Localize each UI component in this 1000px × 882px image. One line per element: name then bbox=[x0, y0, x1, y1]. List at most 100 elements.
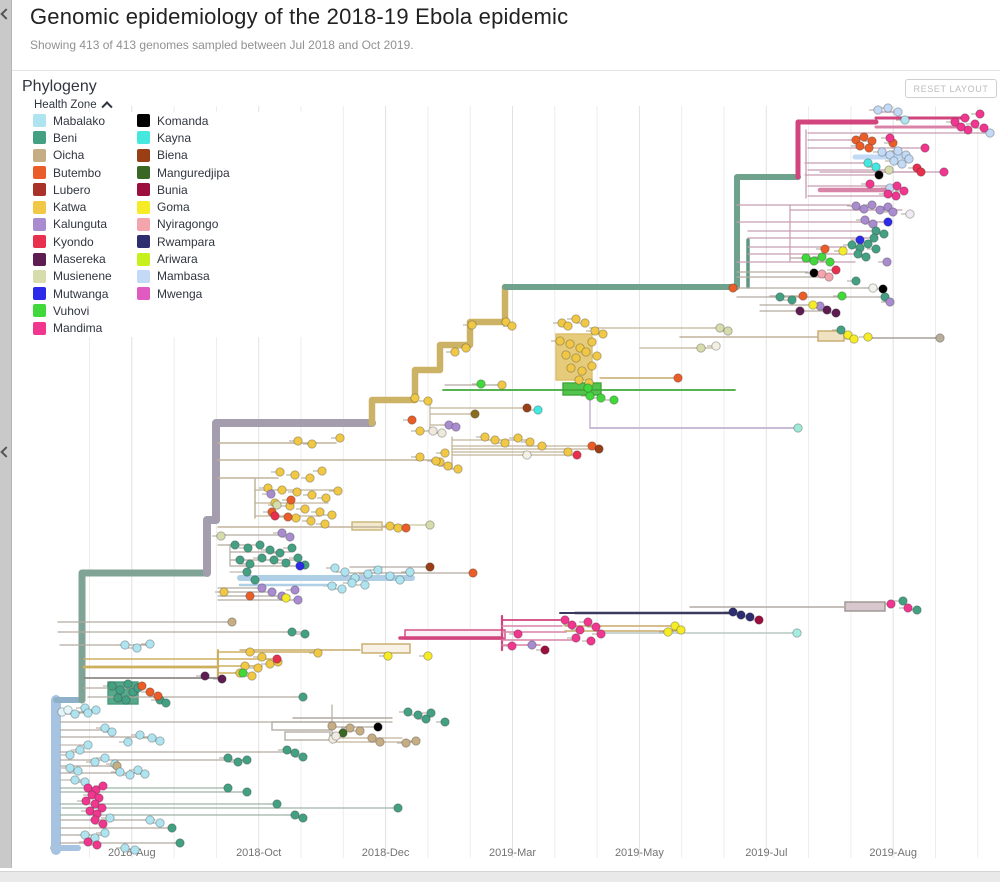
tree-tip[interactable] bbox=[885, 133, 895, 143]
tree-tip[interactable] bbox=[596, 393, 606, 403]
legend-item-katwa[interactable]: Katwa bbox=[18, 198, 137, 215]
tree-tip[interactable] bbox=[501, 317, 511, 327]
tree-tip[interactable] bbox=[428, 426, 438, 436]
tree-tip[interactable] bbox=[609, 395, 619, 405]
tree-tip[interactable] bbox=[565, 339, 575, 349]
tree-tip[interactable] bbox=[443, 461, 453, 471]
tree-tip[interactable] bbox=[673, 373, 683, 383]
tree-tip[interactable] bbox=[415, 426, 425, 436]
tree-tip[interactable] bbox=[555, 336, 565, 346]
tree-tip[interactable] bbox=[250, 575, 260, 585]
branch-box[interactable] bbox=[271, 721, 331, 731]
tree-tip[interactable] bbox=[888, 207, 898, 217]
tree-tip[interactable] bbox=[561, 350, 571, 360]
tree-tip[interactable] bbox=[590, 326, 600, 336]
bottom-scrollbar[interactable] bbox=[0, 871, 1000, 882]
tree-tip[interactable] bbox=[407, 415, 417, 425]
tree-tip[interactable] bbox=[123, 679, 133, 689]
tree-tip[interactable] bbox=[145, 687, 155, 697]
tree-tip[interactable] bbox=[571, 314, 581, 324]
tree-tip[interactable] bbox=[290, 810, 300, 820]
tree-tip[interactable] bbox=[889, 156, 899, 166]
tree-tip[interactable] bbox=[275, 548, 285, 558]
tree-tip[interactable] bbox=[307, 439, 317, 449]
tree-tip[interactable] bbox=[125, 770, 135, 780]
tree-tip[interactable] bbox=[153, 691, 163, 701]
tree-tip[interactable] bbox=[145, 639, 155, 649]
tree-tip[interactable] bbox=[393, 803, 403, 813]
tree-tip[interactable] bbox=[886, 599, 896, 609]
tree-tip[interactable] bbox=[754, 615, 764, 625]
tree-tip[interactable] bbox=[831, 265, 841, 275]
tree-tip[interactable] bbox=[868, 283, 878, 293]
tree-tip[interactable] bbox=[801, 253, 811, 263]
legend-item-bunia[interactable]: Bunia bbox=[137, 181, 230, 198]
legend-item-kalunguta[interactable]: Kalunguta bbox=[18, 216, 137, 233]
tree-tip[interactable] bbox=[871, 162, 881, 172]
tree-tip[interactable] bbox=[563, 447, 573, 457]
tree-tip[interactable] bbox=[566, 363, 576, 373]
tree-tip[interactable] bbox=[583, 617, 593, 627]
tree-tip[interactable] bbox=[375, 737, 385, 747]
tree-tip[interactable] bbox=[65, 750, 75, 760]
tree-tip[interactable] bbox=[235, 555, 245, 565]
tree-tip[interactable] bbox=[83, 708, 93, 718]
tree-tip[interactable] bbox=[885, 150, 895, 160]
tree-tip[interactable] bbox=[282, 745, 292, 755]
tree-tip[interactable] bbox=[145, 815, 155, 825]
tree-tip[interactable] bbox=[736, 610, 746, 620]
tree-tip[interactable] bbox=[290, 585, 300, 595]
tree-tip[interactable] bbox=[287, 543, 297, 553]
tree-tip[interactable] bbox=[874, 170, 884, 180]
legend-item-komanda[interactable]: Komanda bbox=[137, 112, 230, 129]
tree-tip[interactable] bbox=[891, 191, 901, 201]
legend-item-mabalako[interactable]: Mabalako bbox=[18, 112, 137, 129]
tree-tip[interactable] bbox=[920, 143, 930, 153]
tree-tip[interactable] bbox=[525, 437, 535, 447]
tree-tip[interactable] bbox=[715, 323, 725, 333]
tree-tip[interactable] bbox=[401, 738, 411, 748]
tree-tip[interactable] bbox=[809, 268, 819, 278]
tree-tip[interactable] bbox=[245, 591, 255, 601]
tree-tip[interactable] bbox=[956, 122, 966, 132]
tree-tip[interactable] bbox=[863, 239, 873, 249]
tree-tip[interactable] bbox=[385, 571, 395, 581]
legend-collapse-toggle[interactable]: Health Zone bbox=[34, 99, 113, 113]
tree-tip[interactable] bbox=[216, 531, 226, 541]
tree-tip[interactable] bbox=[393, 523, 403, 533]
tree-tip[interactable] bbox=[75, 745, 85, 755]
tree-tip[interactable] bbox=[242, 567, 252, 577]
tree-tip[interactable] bbox=[373, 722, 383, 732]
tree-tip[interactable] bbox=[233, 757, 243, 767]
tree-tip[interactable] bbox=[863, 158, 873, 168]
tree-tip[interactable] bbox=[878, 284, 888, 294]
branch-box[interactable] bbox=[844, 601, 886, 612]
tree-tip[interactable] bbox=[133, 765, 143, 775]
tree-tip[interactable] bbox=[587, 337, 597, 347]
tree-tip[interactable] bbox=[431, 456, 441, 466]
tree-tip[interactable] bbox=[230, 540, 240, 550]
tree-tip[interactable] bbox=[851, 276, 861, 286]
tree-tip[interactable] bbox=[367, 733, 377, 743]
tree-tip[interactable] bbox=[132, 643, 142, 653]
tree-tip[interactable] bbox=[65, 763, 75, 773]
legend-item-butembo[interactable]: Butembo bbox=[18, 164, 137, 181]
tree-tip[interactable] bbox=[864, 143, 874, 153]
tree-tip[interactable] bbox=[745, 612, 755, 622]
tree-tip[interactable] bbox=[861, 252, 871, 262]
tree-tip[interactable] bbox=[200, 671, 210, 681]
tree-tip[interactable] bbox=[476, 379, 486, 389]
tree-tip[interactable] bbox=[345, 723, 355, 733]
tree-tip[interactable] bbox=[175, 838, 185, 848]
tree-tip[interactable] bbox=[91, 705, 101, 715]
tree-tip[interactable] bbox=[421, 714, 431, 724]
tree-tip[interactable] bbox=[425, 520, 435, 530]
tree-tip[interactable] bbox=[83, 783, 93, 793]
tree-tip[interactable] bbox=[223, 783, 233, 793]
tree-tip[interactable] bbox=[867, 200, 877, 210]
tree-tip[interactable] bbox=[266, 489, 276, 499]
branch-box[interactable] bbox=[361, 643, 411, 654]
tree-tip[interactable] bbox=[155, 818, 165, 828]
tree-tip[interactable] bbox=[540, 645, 550, 655]
